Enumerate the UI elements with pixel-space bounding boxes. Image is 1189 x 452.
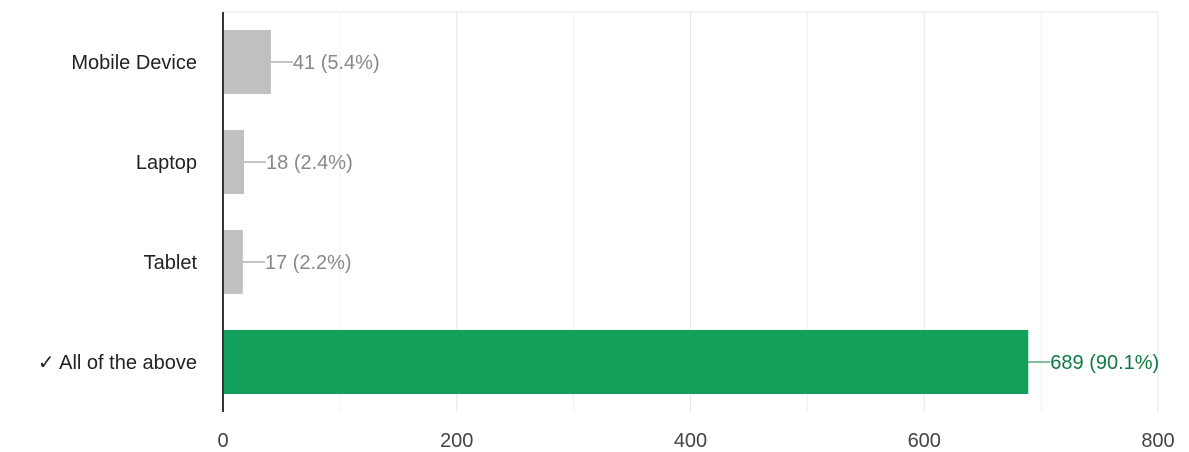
x-tick-label: 400 [674, 430, 707, 452]
x-tick-label: 0 [217, 430, 228, 452]
x-tick-label: 600 [908, 430, 941, 452]
data-label: 17 (2.2%) [265, 252, 352, 274]
category-label: Mobile Device [71, 52, 197, 74]
category-label: ✓ All of the above [38, 352, 197, 374]
x-tick-label: 200 [440, 430, 473, 452]
data-label: 41 (5.4%) [293, 52, 380, 74]
x-tick-label: 800 [1141, 430, 1174, 452]
bar [223, 30, 271, 94]
bar [223, 230, 243, 294]
category-label: Laptop [136, 152, 197, 174]
gridlines [223, 11, 1159, 412]
data-label: 18 (2.4%) [266, 152, 353, 174]
labels: 0 200 400 600 800 41 (5.4%) Mobile Device 18 (2… [38, 52, 1175, 452]
data-label: 689 (90.1%) [1050, 352, 1159, 374]
category-label: Tablet [144, 252, 198, 274]
bars [223, 30, 1029, 394]
bar [223, 330, 1029, 394]
bar [223, 130, 245, 194]
